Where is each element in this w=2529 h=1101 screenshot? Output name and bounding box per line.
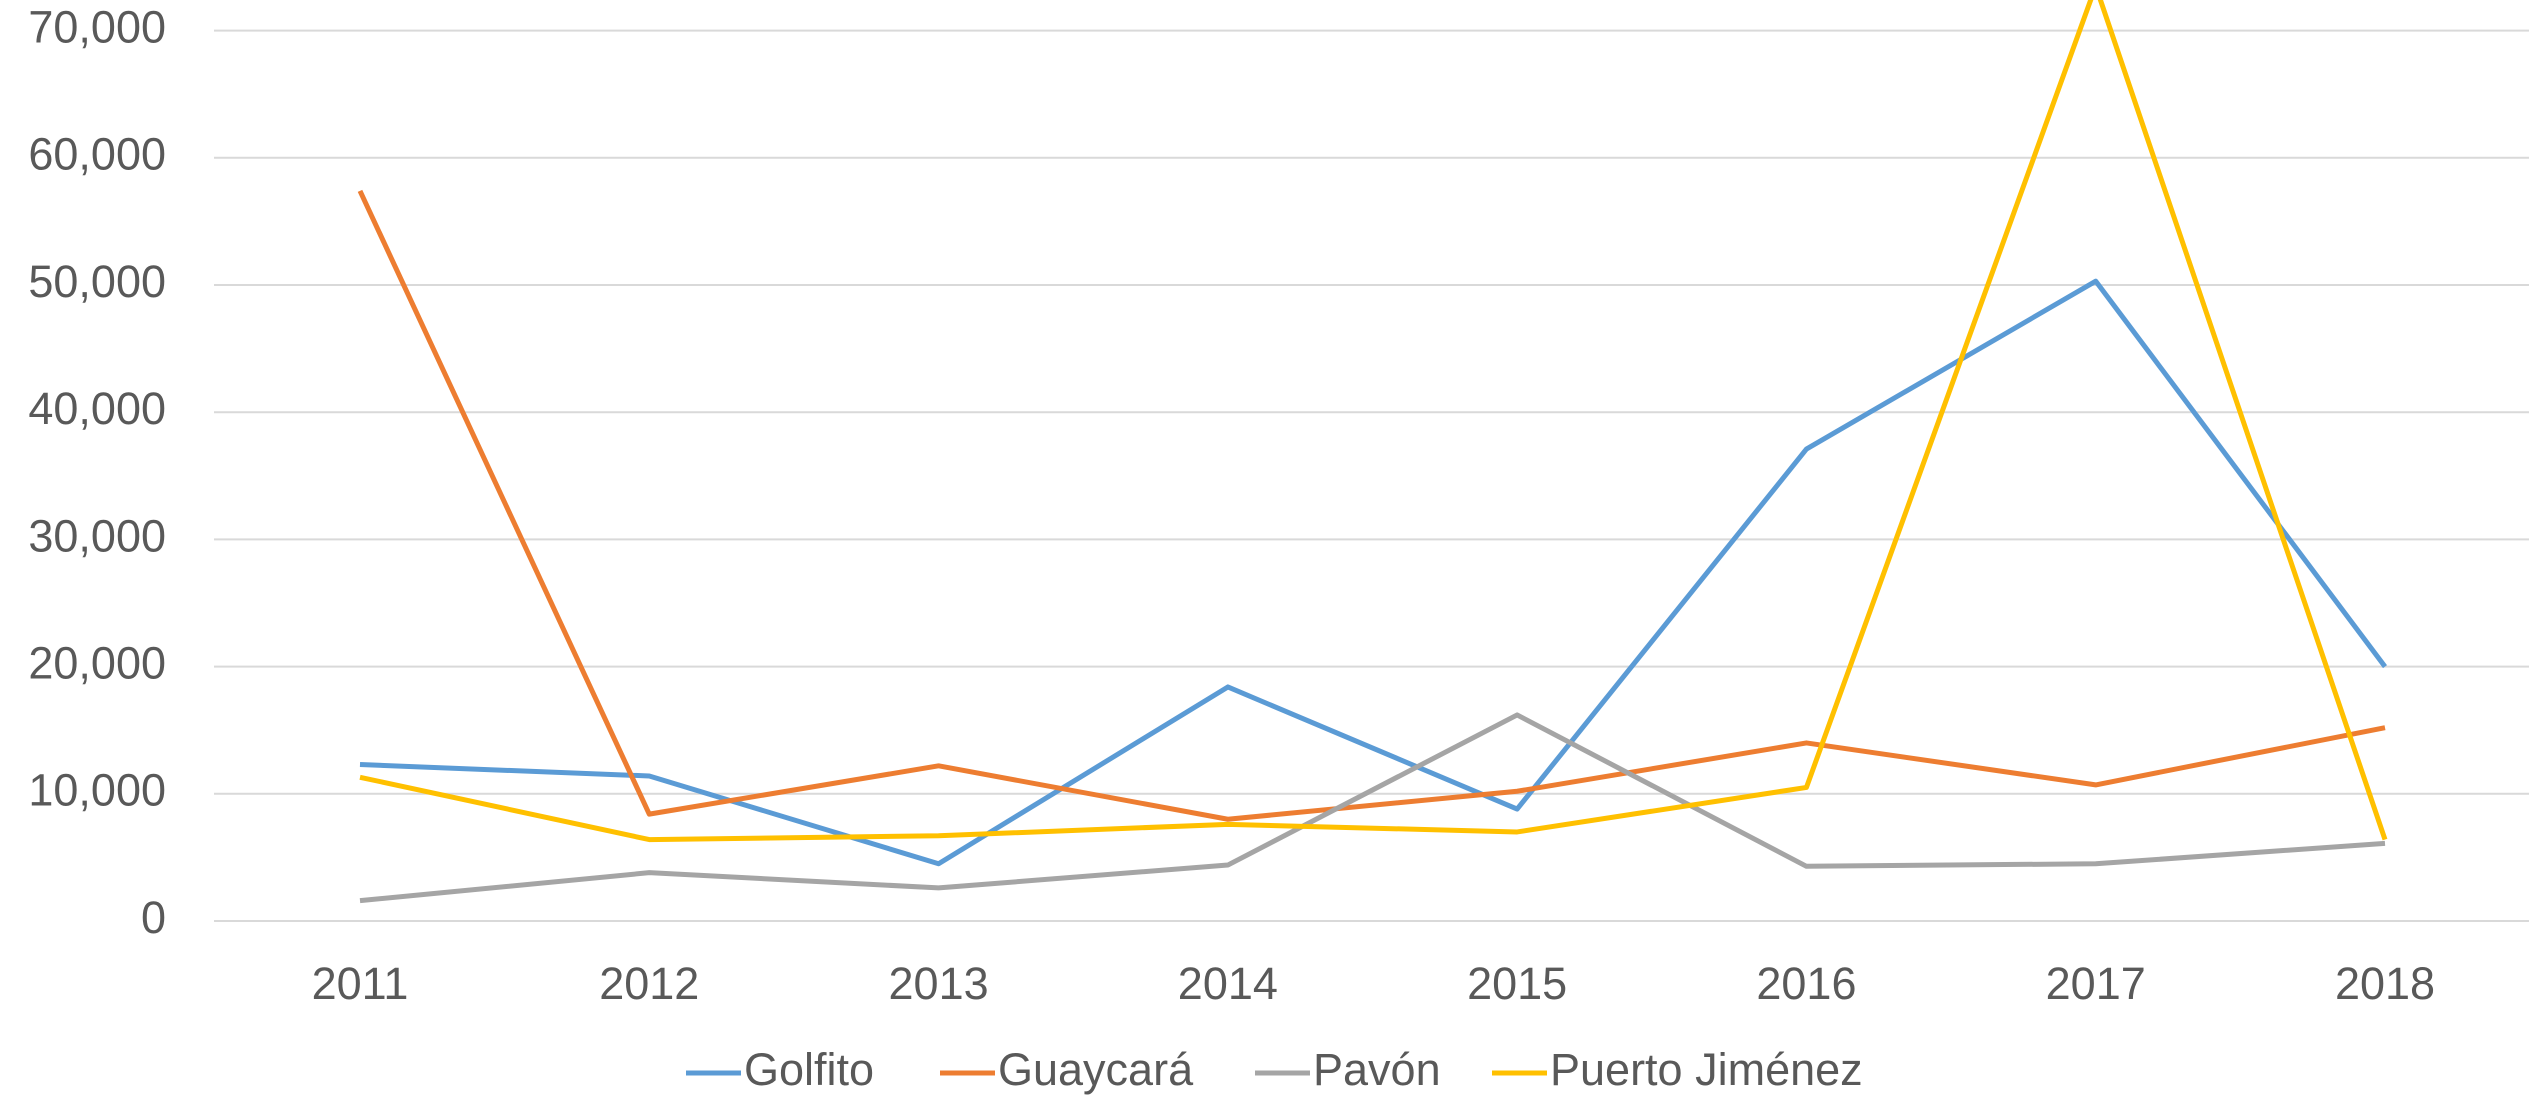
legend-label: Guaycará <box>998 1044 1194 1095</box>
series-line <box>359 0 2388 843</box>
x-tick-label: 2011 <box>312 958 409 1009</box>
y-tick-label: 30,000 <box>28 510 166 561</box>
y-tick-label: 20,000 <box>28 637 166 688</box>
x-tick-label: 2016 <box>1756 958 1856 1009</box>
legend-label: Golfito <box>744 1044 874 1095</box>
legend-label: Puerto Jiménez <box>1550 1044 1863 1095</box>
x-tick-label: 2015 <box>1467 958 1567 1009</box>
y-tick-label: 60,000 <box>28 129 166 180</box>
y-tick-label: 0 <box>141 892 166 943</box>
x-tick-label: 2014 <box>1178 958 1278 1009</box>
x-tick-label: 2012 <box>599 958 699 1009</box>
y-tick-label: 50,000 <box>28 256 166 307</box>
y-tick-label: 40,000 <box>28 383 166 434</box>
x-tick-label: 2018 <box>2335 958 2435 1009</box>
series-line <box>359 712 2386 904</box>
series-line <box>359 278 2387 867</box>
legend-label: Pavón <box>1313 1044 1441 1095</box>
series-line <box>357 189 2386 822</box>
x-tick-label: 2017 <box>2046 958 2146 1009</box>
x-tick-label: 2013 <box>889 958 989 1009</box>
y-tick-label: 70,000 <box>28 1 166 52</box>
y-tick-label: 10,000 <box>28 765 166 816</box>
